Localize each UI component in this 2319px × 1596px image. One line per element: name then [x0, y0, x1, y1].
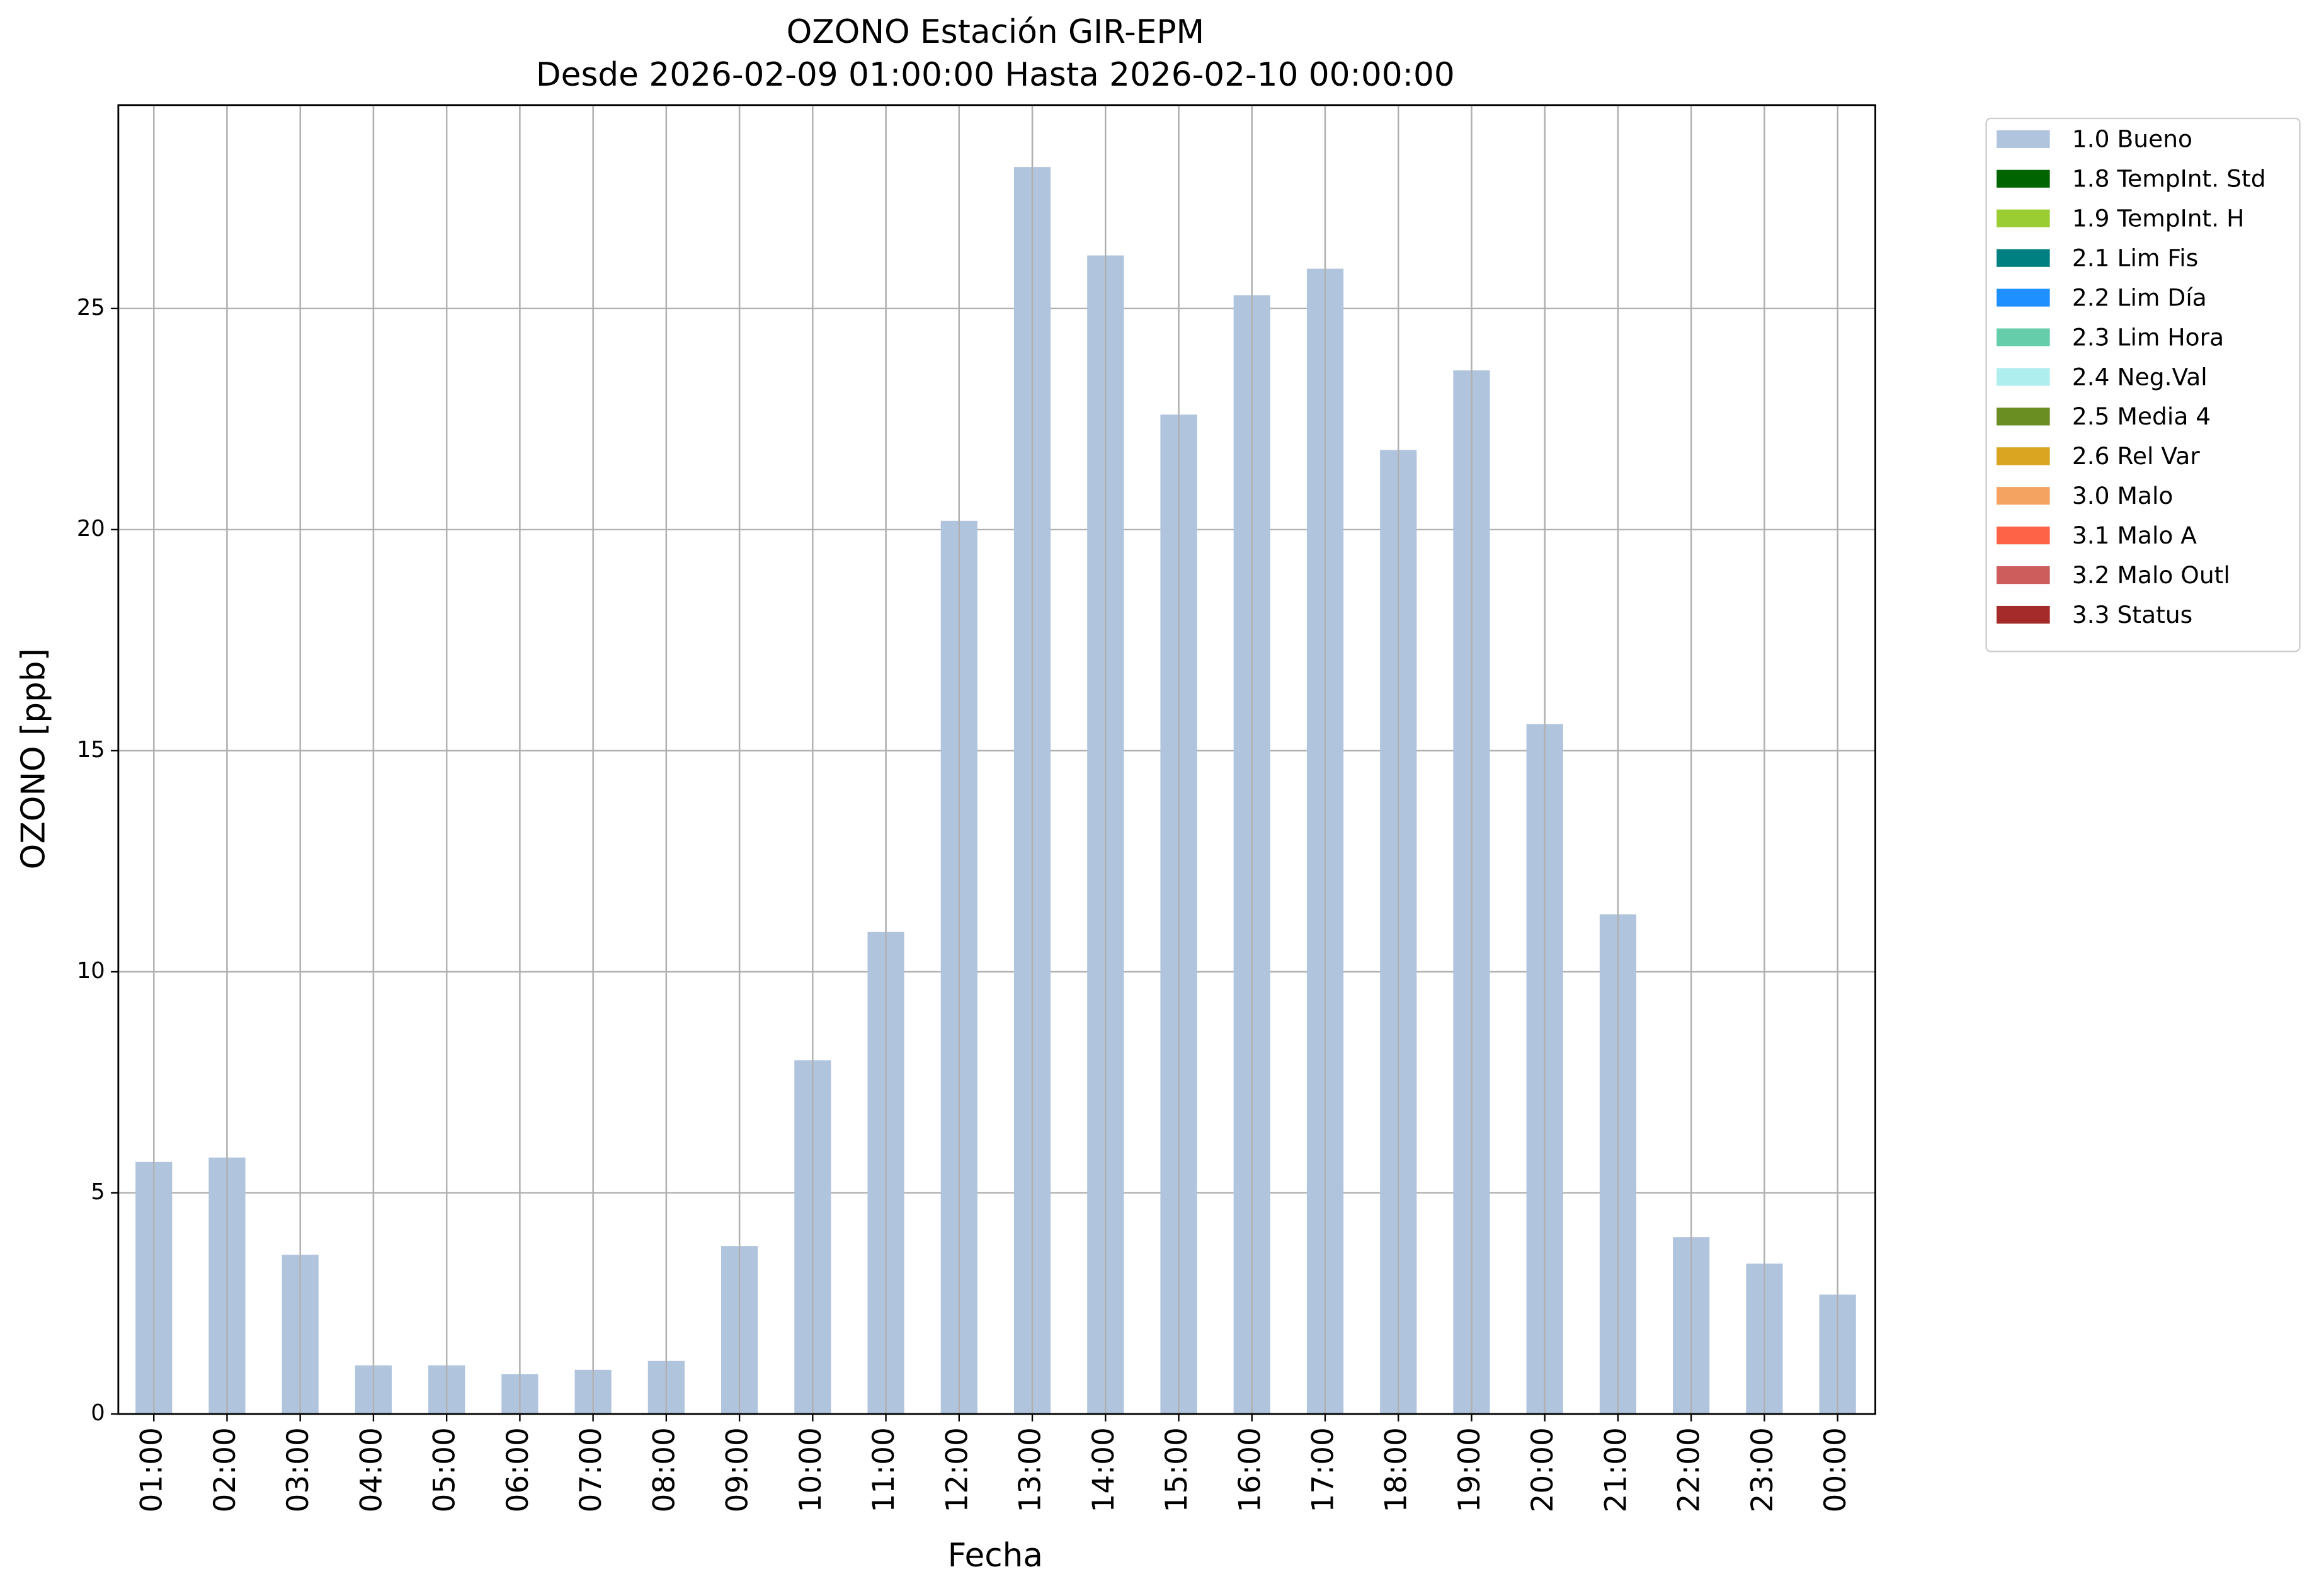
legend-label: 2.3 Lim Hora	[2072, 323, 2224, 351]
legend-swatch	[1997, 447, 2050, 465]
legend-label: 2.5 Media 4	[2072, 402, 2211, 430]
x-tick-label: 07:00	[574, 1427, 608, 1512]
x-tick-label: 20:00	[1525, 1427, 1560, 1512]
legend-swatch	[1997, 130, 2050, 148]
x-tick-label: 10:00	[794, 1427, 828, 1512]
x-tick-label: 00:00	[1818, 1427, 1853, 1512]
legend-swatch	[1997, 527, 2050, 545]
x-tick-label: 15:00	[1160, 1427, 1194, 1512]
legend-label: 2.4 Neg.Val	[2072, 363, 2208, 390]
x-tick-label: 12:00	[940, 1427, 974, 1512]
y-tick-label: 5	[91, 1179, 105, 1205]
legend-label: 2.2 Lim Día	[2072, 283, 2207, 311]
y-tick-label: 25	[77, 295, 105, 321]
y-tick-label: 0	[91, 1400, 105, 1426]
legend-swatch	[1997, 288, 2050, 307]
legend-label: 3.2 Malo Outl	[2072, 561, 2230, 589]
x-tick-label: 21:00	[1598, 1427, 1633, 1512]
x-tick-label: 22:00	[1672, 1427, 1707, 1512]
plot-area: 0 5 10 15 20 25 01:00 02:00 03:00 04:00 05:00 06:00…	[77, 104, 1876, 1512]
x-tick-label: 14:00	[1086, 1427, 1121, 1512]
x-tick-label: 16:00	[1233, 1427, 1267, 1512]
plot-frame	[117, 104, 1876, 1415]
legend-swatch	[1997, 209, 2050, 227]
x-tick-label: 17:00	[1306, 1427, 1340, 1512]
y-axis-label: OZONO [ppb]	[14, 648, 52, 869]
legend-swatch	[1997, 328, 2050, 346]
legend-swatch	[1997, 368, 2050, 386]
x-tick-label: 11:00	[867, 1427, 901, 1512]
legend-swatch	[1997, 249, 2050, 267]
x-tick-label: 01:00	[135, 1427, 169, 1512]
legend-label: 1.9 TempInt. H	[2072, 205, 2245, 232]
x-tick-label: 08:00	[647, 1427, 681, 1512]
y-tick-label: 10	[77, 958, 105, 984]
legend-swatch	[1997, 605, 2050, 624]
legend-label: 2.1 Lim Fis	[2072, 244, 2198, 272]
x-tick-label: 19:00	[1452, 1427, 1487, 1512]
legend-swatch	[1997, 408, 2050, 426]
x-tick-label: 09:00	[721, 1427, 755, 1512]
y-tick-label: 20	[77, 516, 105, 542]
legend-label: 1.8 TempInt. Std	[2072, 165, 2266, 193]
legend: 1.0 Bueno 1.8 TempInt. Std 1.9 TempInt. H 2…	[1985, 117, 2301, 653]
legend-label: 3.0 Malo	[2072, 482, 2174, 510]
x-tick-label: 23:00	[1745, 1427, 1780, 1512]
legend-label: 3.3 Status	[2072, 601, 2192, 629]
x-tick-label: 05:00	[428, 1427, 462, 1512]
x-tick-label: 03:00	[281, 1427, 316, 1512]
x-tick-label: 06:00	[501, 1427, 535, 1512]
x-axis-label: Fecha	[948, 1537, 1043, 1575]
legend-swatch	[1997, 566, 2050, 584]
legend-swatch	[1997, 487, 2050, 505]
x-tick-label: 13:00	[1013, 1427, 1048, 1512]
x-tick-label: 18:00	[1379, 1427, 1414, 1512]
x-tick-label: 04:00	[354, 1427, 389, 1512]
legend-swatch	[1997, 169, 2050, 188]
x-tick-label: 02:00	[208, 1427, 242, 1512]
legend-label: 3.1 Malo A	[2072, 522, 2197, 549]
legend-box	[1985, 117, 2301, 653]
y-tick-label: 15	[77, 737, 105, 763]
legend-label: 2.6 Rel Var	[2072, 442, 2200, 470]
chart-subtitle: Desde 2026-02-09 01:00:00 Hasta 2026-02-…	[536, 56, 1455, 94]
chart-title: OZONO Estación GIR-EPM	[787, 13, 1204, 51]
legend-label: 1.0 Bueno	[2072, 125, 2192, 153]
